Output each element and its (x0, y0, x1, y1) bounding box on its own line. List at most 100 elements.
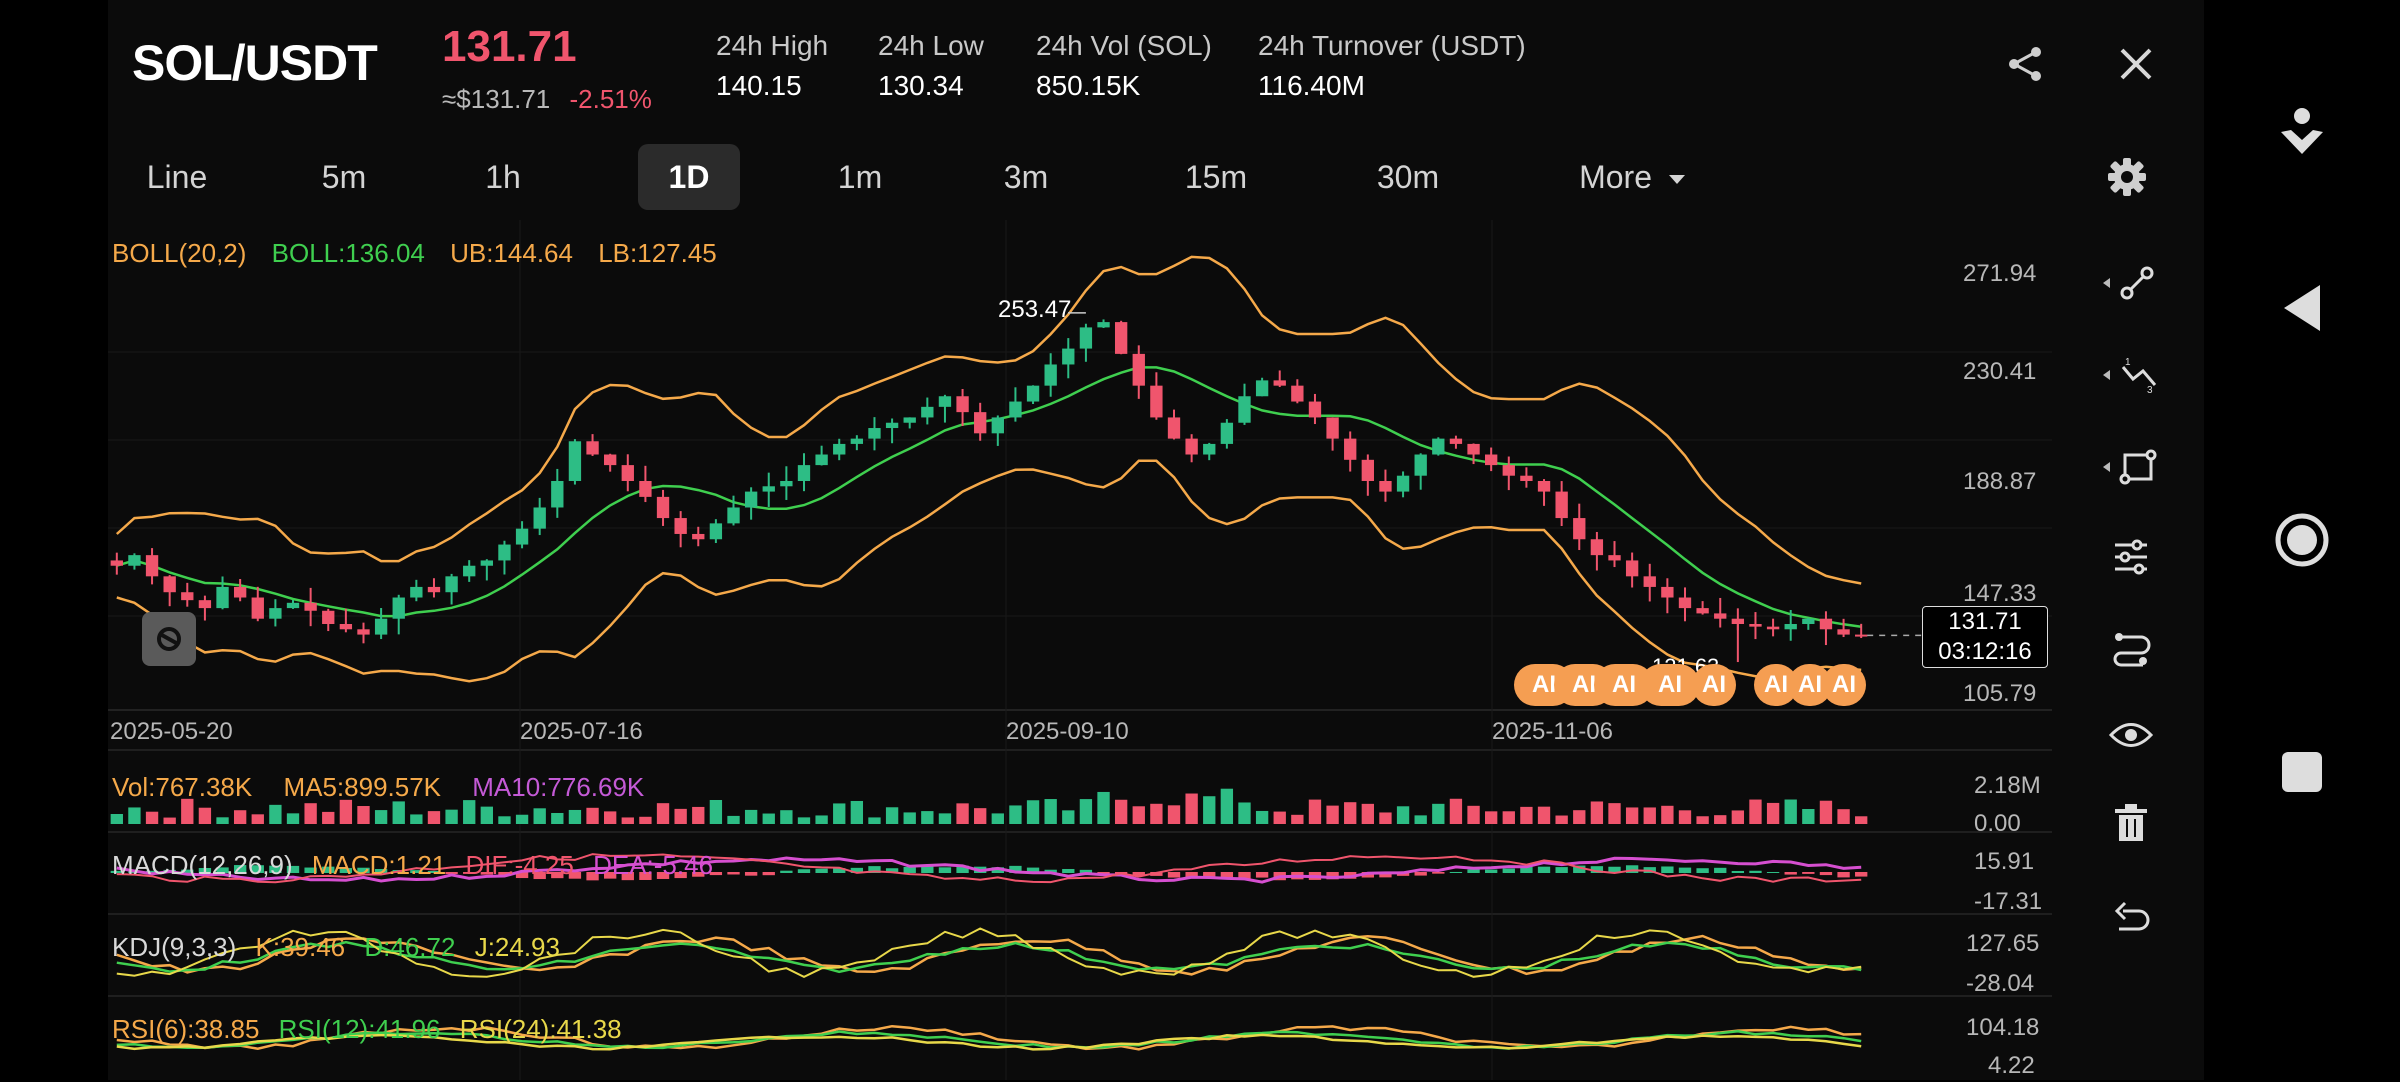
candle-body (674, 518, 687, 534)
stat-24h-turnover: 24h Turnover (USDT) 116.40M (1258, 30, 1526, 101)
candle-body (110, 560, 123, 566)
candle-body (1802, 618, 1815, 624)
candle-body (1749, 623, 1762, 627)
candle-body (427, 586, 441, 593)
tab-1h[interactable]: 1h (485, 159, 521, 195)
candle-body (780, 480, 793, 487)
candle-body (1661, 586, 1674, 598)
volume-bar (1009, 805, 1022, 824)
volume-bar (1255, 810, 1269, 824)
candle-body (216, 586, 229, 609)
line-tool-icon[interactable] (2058, 258, 2204, 308)
kdj-tick: 127.65 (1966, 930, 2040, 957)
volume-bar (1590, 801, 1604, 824)
volume-bar (656, 803, 670, 824)
macd-bar (1185, 872, 1198, 878)
tab-1d[interactable]: 1D (638, 144, 740, 210)
volume-bar (339, 799, 353, 824)
recents-icon[interactable] (2264, 734, 2340, 810)
macd-bar (1414, 872, 1427, 876)
kdj-legend: KDJ(9,3,3) K:39.46 D:46.72 J:24.93 (112, 932, 560, 962)
gear-icon[interactable] (2102, 152, 2152, 202)
visibility-icon[interactable] (2058, 710, 2204, 760)
macd-bar (480, 872, 493, 875)
indicator-settings-icon[interactable] (2058, 532, 2204, 582)
macd-bar (339, 868, 353, 873)
back-icon[interactable] (2264, 270, 2340, 346)
pair-title: SOL/USDT (132, 35, 378, 91)
macd-bar (1696, 868, 1709, 873)
volume-bar (233, 810, 247, 824)
macd-bar (1661, 866, 1674, 873)
date-tick: 2025-11-06 (1492, 718, 1613, 745)
volume-bar (374, 810, 388, 824)
volume-bar (1396, 806, 1410, 824)
candle-body (1308, 401, 1322, 418)
volume-bar (1802, 809, 1815, 824)
tab-15m[interactable]: 15m (1184, 159, 1248, 195)
ai-marker[interactable]: AI (1640, 664, 1700, 706)
price-change: -2.51% (569, 84, 652, 114)
macd-bar (1255, 872, 1269, 878)
macd-bar (586, 872, 599, 881)
macd-bar (868, 866, 881, 873)
ai-marker[interactable]: AI (1822, 664, 1866, 706)
close-icon[interactable] (2116, 44, 2156, 84)
volume-bar (1784, 799, 1797, 824)
shape-tool-icon[interactable] (2058, 442, 2204, 492)
ai-marker[interactable]: AI (1754, 664, 1798, 706)
macd-bar (709, 872, 723, 876)
macd-bar (533, 872, 546, 880)
macd-bar (1749, 870, 1762, 873)
tab-3m[interactable]: 3m (1003, 159, 1049, 195)
price-chart[interactable] (108, 220, 2052, 1080)
macd-bar (1220, 872, 1234, 879)
tab-more[interactable]: More (1552, 144, 1712, 210)
svg-text:3: 3 (2147, 385, 2153, 395)
volume-bar (498, 816, 511, 824)
candle-body (1150, 385, 1163, 418)
candle-body (480, 560, 493, 566)
tab-line[interactable]: Line (146, 159, 208, 195)
macd-bar (269, 865, 282, 873)
macd-bar (833, 868, 846, 873)
tab-5m[interactable]: 5m (321, 159, 367, 195)
volume-bar (1678, 810, 1692, 824)
home-icon[interactable] (2264, 502, 2340, 578)
macd-bar (145, 870, 159, 873)
system-nav-bar (2204, 0, 2400, 1080)
delete-icon[interactable] (2058, 798, 2204, 848)
rsi24-line (116, 1033, 1862, 1051)
volume-bar (110, 813, 123, 824)
volume-bar (1326, 805, 1339, 824)
volume-bar (163, 817, 176, 824)
person-icon[interactable] (2264, 96, 2340, 172)
ai-marker[interactable]: AI (1692, 664, 1736, 706)
high-label: 253.47 (998, 296, 1072, 323)
volume-bar (621, 817, 634, 824)
volume-bar (1414, 815, 1427, 824)
strategy-icon[interactable] (2058, 622, 2204, 672)
tab-1m[interactable]: 1m (837, 159, 883, 195)
tradingview-icon[interactable] (142, 612, 196, 666)
volume-bar (1520, 806, 1533, 824)
share-icon[interactable] (2006, 44, 2046, 84)
tab-30m[interactable]: 30m (1376, 159, 1440, 195)
candle-body (1766, 626, 1780, 630)
candle-body (181, 592, 194, 601)
macd-bar (991, 867, 1004, 873)
macd-bar (1150, 872, 1163, 876)
undo-icon[interactable] (2058, 894, 2204, 944)
volume-bar (1344, 802, 1357, 824)
candle-body (1573, 518, 1586, 540)
macd-bar (1802, 872, 1815, 874)
macd-bar (1731, 870, 1745, 873)
ai-marker[interactable]: AI (1788, 664, 1832, 706)
volume-bar (797, 817, 811, 824)
candle-body (445, 576, 458, 593)
macd-bar (216, 867, 229, 873)
candle-body (1361, 459, 1374, 481)
volume-bar (1308, 799, 1322, 824)
vol-tick: 0.00 (1974, 810, 2021, 837)
